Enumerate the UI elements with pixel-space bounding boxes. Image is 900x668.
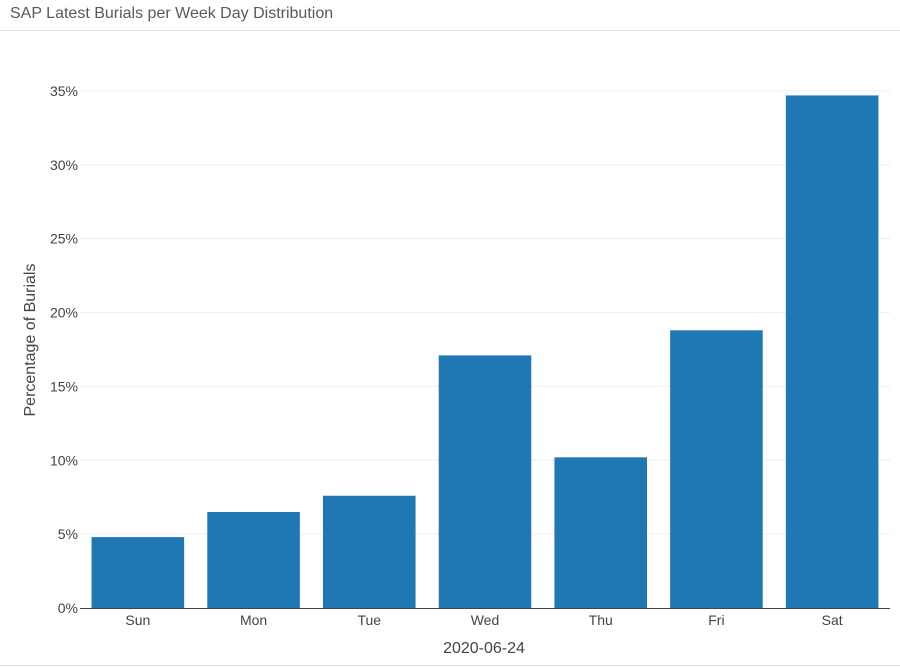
x-tick-label: Sun <box>125 612 150 628</box>
x-tick-label: Sat <box>822 612 843 628</box>
x-axis-ticks: Sun Mon Tue Wed Thu Fri Sat <box>125 612 842 628</box>
y-axis-title: Percentage of Burials <box>22 264 39 417</box>
bars <box>91 95 879 609</box>
y-tick-label: 20% <box>50 305 78 321</box>
y-tick-label: 0% <box>58 600 78 616</box>
bar-thu[interactable] <box>554 457 647 608</box>
panel-title: SAP Latest Burials per Week Day Distribu… <box>10 5 334 22</box>
x-tick-label: Fri <box>708 612 724 628</box>
panel-header: SAP Latest Burials per Week Day Distribu… <box>0 0 900 31</box>
bar-mon[interactable] <box>207 511 300 608</box>
y-tick-label: 25% <box>50 231 78 247</box>
x-tick-label: Thu <box>589 612 613 628</box>
y-axis-ticks: 0% 5% 10% 15% 20% 25% 30% 35% <box>50 83 78 616</box>
y-tick-label: 35% <box>50 83 78 99</box>
y-tick-label: 5% <box>58 526 78 542</box>
x-tick-label: Mon <box>240 612 267 628</box>
bar-sun[interactable] <box>91 537 185 608</box>
bar-sat[interactable] <box>785 95 879 609</box>
y-tick-label: 10% <box>50 452 78 468</box>
y-tick-label: 15% <box>50 378 78 394</box>
y-tick-label: 30% <box>50 157 78 173</box>
bar-wed[interactable] <box>438 355 532 608</box>
panel-footer-divider <box>0 665 900 666</box>
bar-fri[interactable] <box>670 330 763 608</box>
x-tick-label: Tue <box>357 612 381 628</box>
x-tick-label: Wed <box>471 612 500 628</box>
bar-tue[interactable] <box>323 495 416 608</box>
x-axis-title: 2020-06-24 <box>443 640 525 657</box>
